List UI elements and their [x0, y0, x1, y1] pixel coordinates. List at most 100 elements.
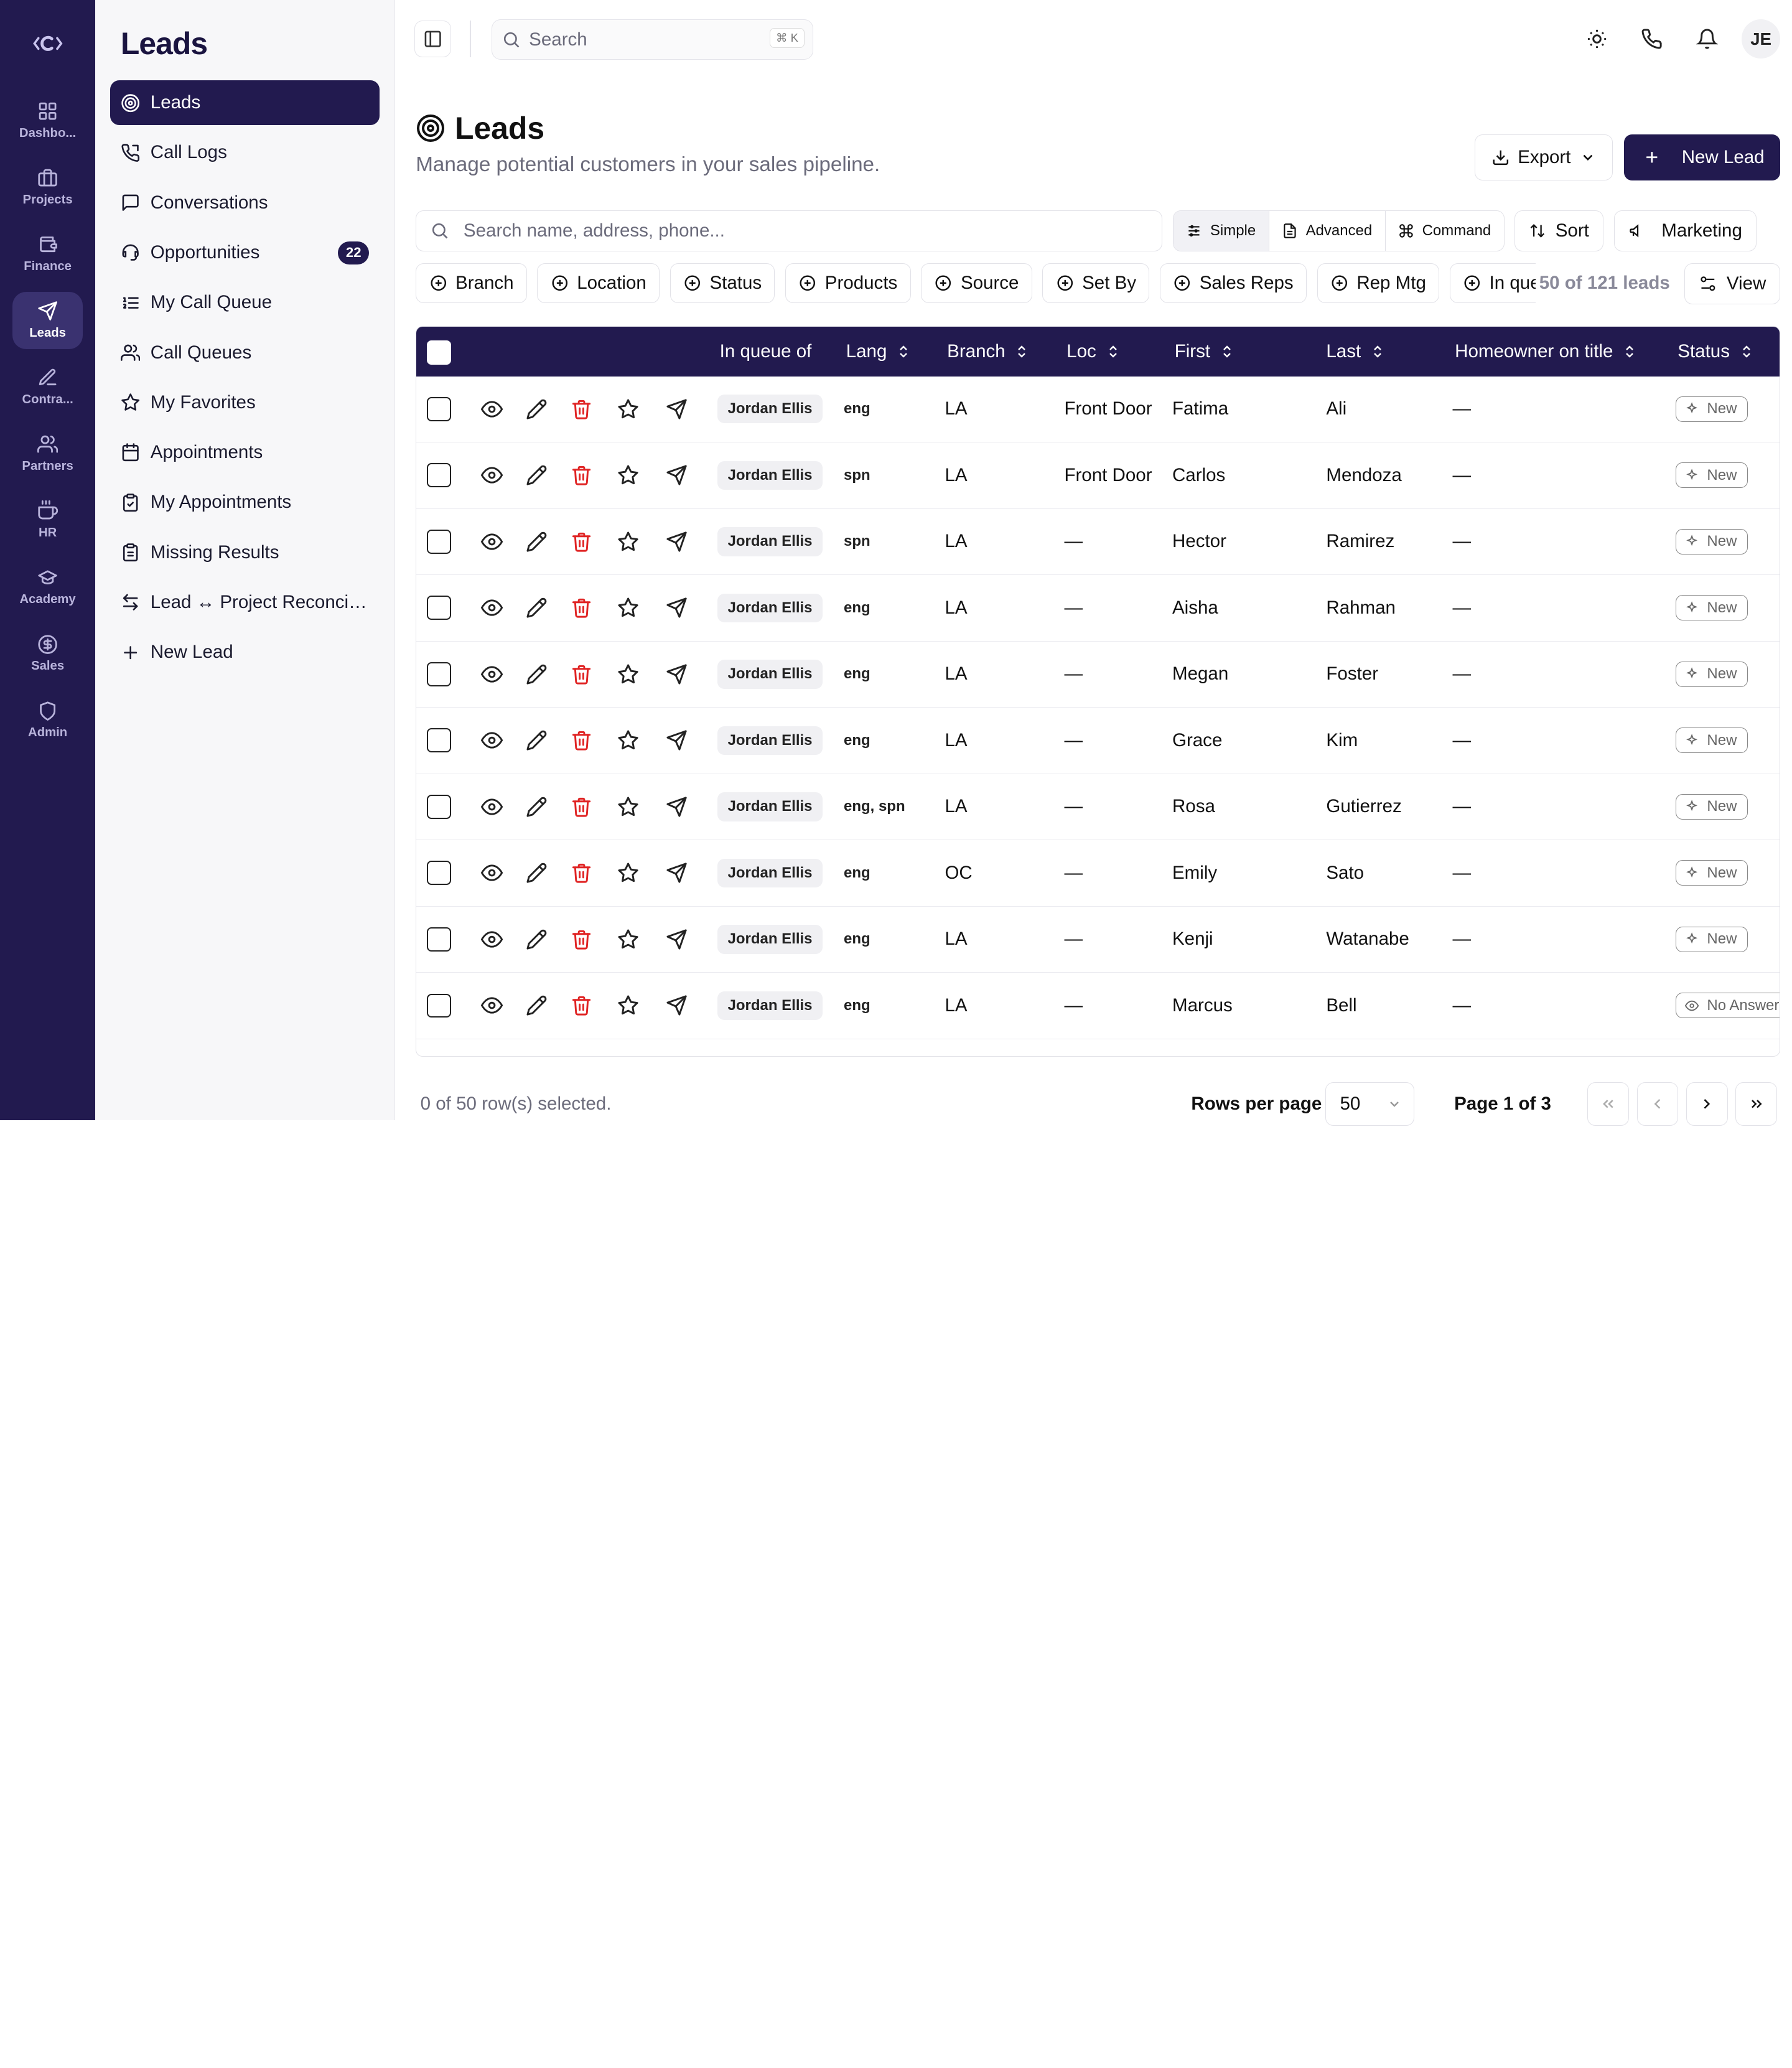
- sidebar-item-call-logs[interactable]: Call Logs: [110, 131, 380, 175]
- row-delete-button[interactable]: [571, 531, 592, 553]
- sidebar-item-my-call-queue[interactable]: My Call Queue: [110, 280, 380, 325]
- row-view-button[interactable]: [480, 531, 503, 553]
- status-badge[interactable]: New: [1675, 860, 1748, 886]
- global-search-input[interactable]: Search ⌘ K: [492, 19, 814, 60]
- notifications-button[interactable]: [1686, 19, 1727, 60]
- column-header-last[interactable]: Last: [1326, 327, 1385, 376]
- row-favorite-button[interactable]: [617, 663, 639, 685]
- filter-chip-branch[interactable]: Branch: [416, 263, 527, 304]
- row-favorite-button[interactable]: [617, 729, 639, 751]
- mode-simple-tab[interactable]: Simple: [1173, 210, 1269, 251]
- sidebar-item-new-lead[interactable]: New Lead: [110, 630, 380, 675]
- view-options-button[interactable]: View: [1684, 263, 1781, 305]
- row-edit-button[interactable]: [526, 994, 548, 1016]
- mode-advanced-tab[interactable]: Advanced: [1269, 210, 1386, 251]
- row-delete-button[interactable]: [571, 597, 592, 619]
- theme-toggle-button[interactable]: [1576, 19, 1617, 60]
- row-view-button[interactable]: [480, 929, 503, 950]
- user-avatar[interactable]: JE: [1741, 19, 1781, 59]
- row-checkbox[interactable]: [426, 596, 451, 620]
- row-checkbox[interactable]: [426, 662, 451, 686]
- rail-item-projects[interactable]: Projects: [12, 159, 83, 216]
- row-checkbox[interactable]: [426, 927, 451, 952]
- column-header-first[interactable]: First: [1175, 327, 1234, 376]
- status-badge[interactable]: New: [1675, 793, 1748, 820]
- status-badge[interactable]: New: [1675, 926, 1748, 952]
- sidebar-item-conversations[interactable]: Conversations: [110, 180, 380, 225]
- first-page-button[interactable]: [1587, 1082, 1629, 1126]
- rail-item-contra[interactable]: Contra...: [12, 358, 83, 416]
- last-page-button[interactable]: [1735, 1082, 1777, 1126]
- rail-item-admin[interactable]: Admin: [12, 691, 83, 749]
- rows-per-page-select[interactable]: 50: [1325, 1082, 1414, 1126]
- row-favorite-button[interactable]: [617, 994, 639, 1016]
- column-header-in-queue-of[interactable]: In queue of: [720, 327, 812, 376]
- table-row[interactable]: Jordan Ellis spn LA — Hector Ramirez — New: [416, 509, 1780, 576]
- table-row[interactable]: Jordan Ellis eng OC — Emily Sato — New: [416, 840, 1780, 907]
- table-row[interactable]: Jordan Ellis eng LA Front Door Fatima Ali — New: [416, 377, 1780, 443]
- row-view-button[interactable]: [480, 796, 503, 818]
- filter-chip-location[interactable]: Location: [537, 263, 660, 304]
- row-checkbox[interactable]: [426, 463, 451, 488]
- sidebar-toggle-button[interactable]: [414, 21, 452, 58]
- new-lead-button[interactable]: New Lead: [1624, 134, 1781, 180]
- table-row[interactable]: Jordan Ellis eng LA — Megan Foster — New: [416, 642, 1780, 708]
- logo[interactable]: [25, 21, 71, 67]
- row-edit-button[interactable]: [526, 729, 548, 751]
- sort-button[interactable]: Sort: [1514, 210, 1604, 252]
- sidebar-item-missing-results[interactable]: Missing Results: [110, 530, 380, 575]
- row-send-button[interactable]: [666, 862, 688, 884]
- row-edit-button[interactable]: [526, 464, 548, 486]
- rail-item-partners[interactable]: Partners: [12, 425, 83, 482]
- row-favorite-button[interactable]: [617, 929, 639, 950]
- row-view-button[interactable]: [480, 994, 503, 1016]
- row-checkbox[interactable]: [426, 728, 451, 753]
- previous-page-button[interactable]: [1636, 1082, 1679, 1126]
- row-send-button[interactable]: [666, 994, 688, 1016]
- row-send-button[interactable]: [666, 796, 688, 818]
- row-favorite-button[interactable]: [617, 862, 639, 884]
- row-checkbox[interactable]: [426, 529, 451, 554]
- row-delete-button[interactable]: [571, 994, 592, 1016]
- row-view-button[interactable]: [480, 663, 503, 685]
- row-favorite-button[interactable]: [617, 464, 639, 486]
- row-edit-button[interactable]: [526, 663, 548, 685]
- row-view-button[interactable]: [480, 729, 503, 751]
- next-page-button[interactable]: [1686, 1082, 1728, 1126]
- row-checkbox[interactable]: [426, 396, 451, 421]
- column-header-status[interactable]: Status: [1678, 327, 1753, 376]
- row-delete-button[interactable]: [571, 464, 592, 486]
- rail-item-sales[interactable]: Sales: [12, 625, 83, 682]
- row-delete-button[interactable]: [571, 398, 592, 420]
- table-row[interactable]: Jordan Ellis eng LA — Aisha Rahman — New: [416, 575, 1780, 642]
- table-row[interactable]: Jordan Ellis spn LA Front Door Carlos Mendoza…: [416, 442, 1780, 509]
- row-delete-button[interactable]: [571, 862, 592, 884]
- status-badge[interactable]: New: [1675, 661, 1748, 687]
- table-row[interactable]: Jordan Ellis eng LA — Kenji Watanabe — New: [416, 907, 1780, 973]
- lead-search-input[interactable]: Search name, address, phone...: [416, 210, 1163, 252]
- row-favorite-button[interactable]: [617, 398, 639, 420]
- table-row[interactable]: Jordan Ellis eng, spn LA — Rosa Gutierrez — New: [416, 774, 1780, 841]
- rail-item-finance[interactable]: Finance: [12, 225, 83, 283]
- filter-chip-in-queue[interactable]: In queue: [1449, 263, 1536, 304]
- row-delete-button[interactable]: [571, 796, 592, 818]
- row-delete-button[interactable]: [571, 729, 592, 751]
- sidebar-item-call-queues[interactable]: Call Queues: [110, 330, 380, 375]
- sidebar-item-opportunities[interactable]: Opportunities 22: [110, 230, 380, 275]
- rail-item-dashbo[interactable]: Dashbo...: [12, 92, 83, 149]
- rail-item-academy[interactable]: Academy: [12, 558, 83, 615]
- sidebar-item-lead-project-reconcili[interactable]: Lead ↔ Project Reconcili...: [110, 580, 380, 625]
- phone-button[interactable]: [1631, 19, 1673, 60]
- filter-chip-rep-mtg[interactable]: Rep Mtg: [1317, 263, 1440, 304]
- row-edit-button[interactable]: [526, 929, 548, 950]
- row-send-button[interactable]: [666, 929, 688, 950]
- row-edit-button[interactable]: [526, 597, 548, 619]
- row-delete-button[interactable]: [571, 663, 592, 685]
- rail-item-hr[interactable]: HR: [12, 492, 83, 549]
- status-badge[interactable]: New: [1675, 528, 1748, 554]
- filter-chip-sales-reps[interactable]: Sales Reps: [1159, 263, 1307, 304]
- status-badge[interactable]: New: [1675, 396, 1748, 422]
- column-header-branch[interactable]: Branch: [947, 327, 1029, 376]
- select-all-checkbox[interactable]: [426, 340, 451, 365]
- row-edit-button[interactable]: [526, 862, 548, 884]
